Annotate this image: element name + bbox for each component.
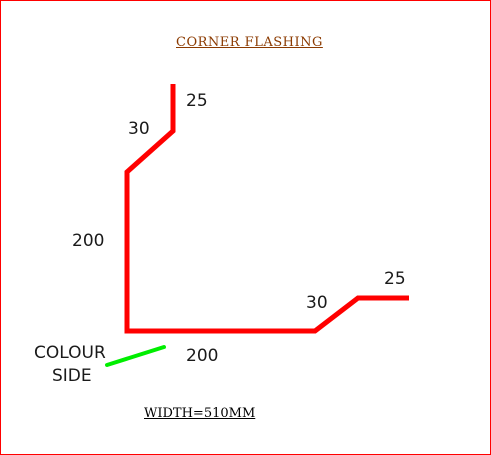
drawing-title: CORNER FLASHING	[176, 35, 323, 50]
colour-side-marker	[105, 345, 166, 367]
width-note: WIDTH=510MM	[144, 406, 256, 421]
colour-side-label-line2: SIDE	[52, 366, 92, 386]
vertical-dimension: 200	[72, 231, 104, 251]
top-lip-dimension: 25	[186, 91, 208, 111]
horizontal-dimension: 200	[186, 346, 218, 366]
right-lip-dimension: 25	[384, 269, 406, 289]
right-angle-dimension: 30	[306, 293, 328, 313]
top-angle-dimension: 30	[128, 119, 150, 139]
flashing-profile	[124, 84, 409, 334]
colour-side-label-line1: COLOUR	[34, 343, 106, 363]
